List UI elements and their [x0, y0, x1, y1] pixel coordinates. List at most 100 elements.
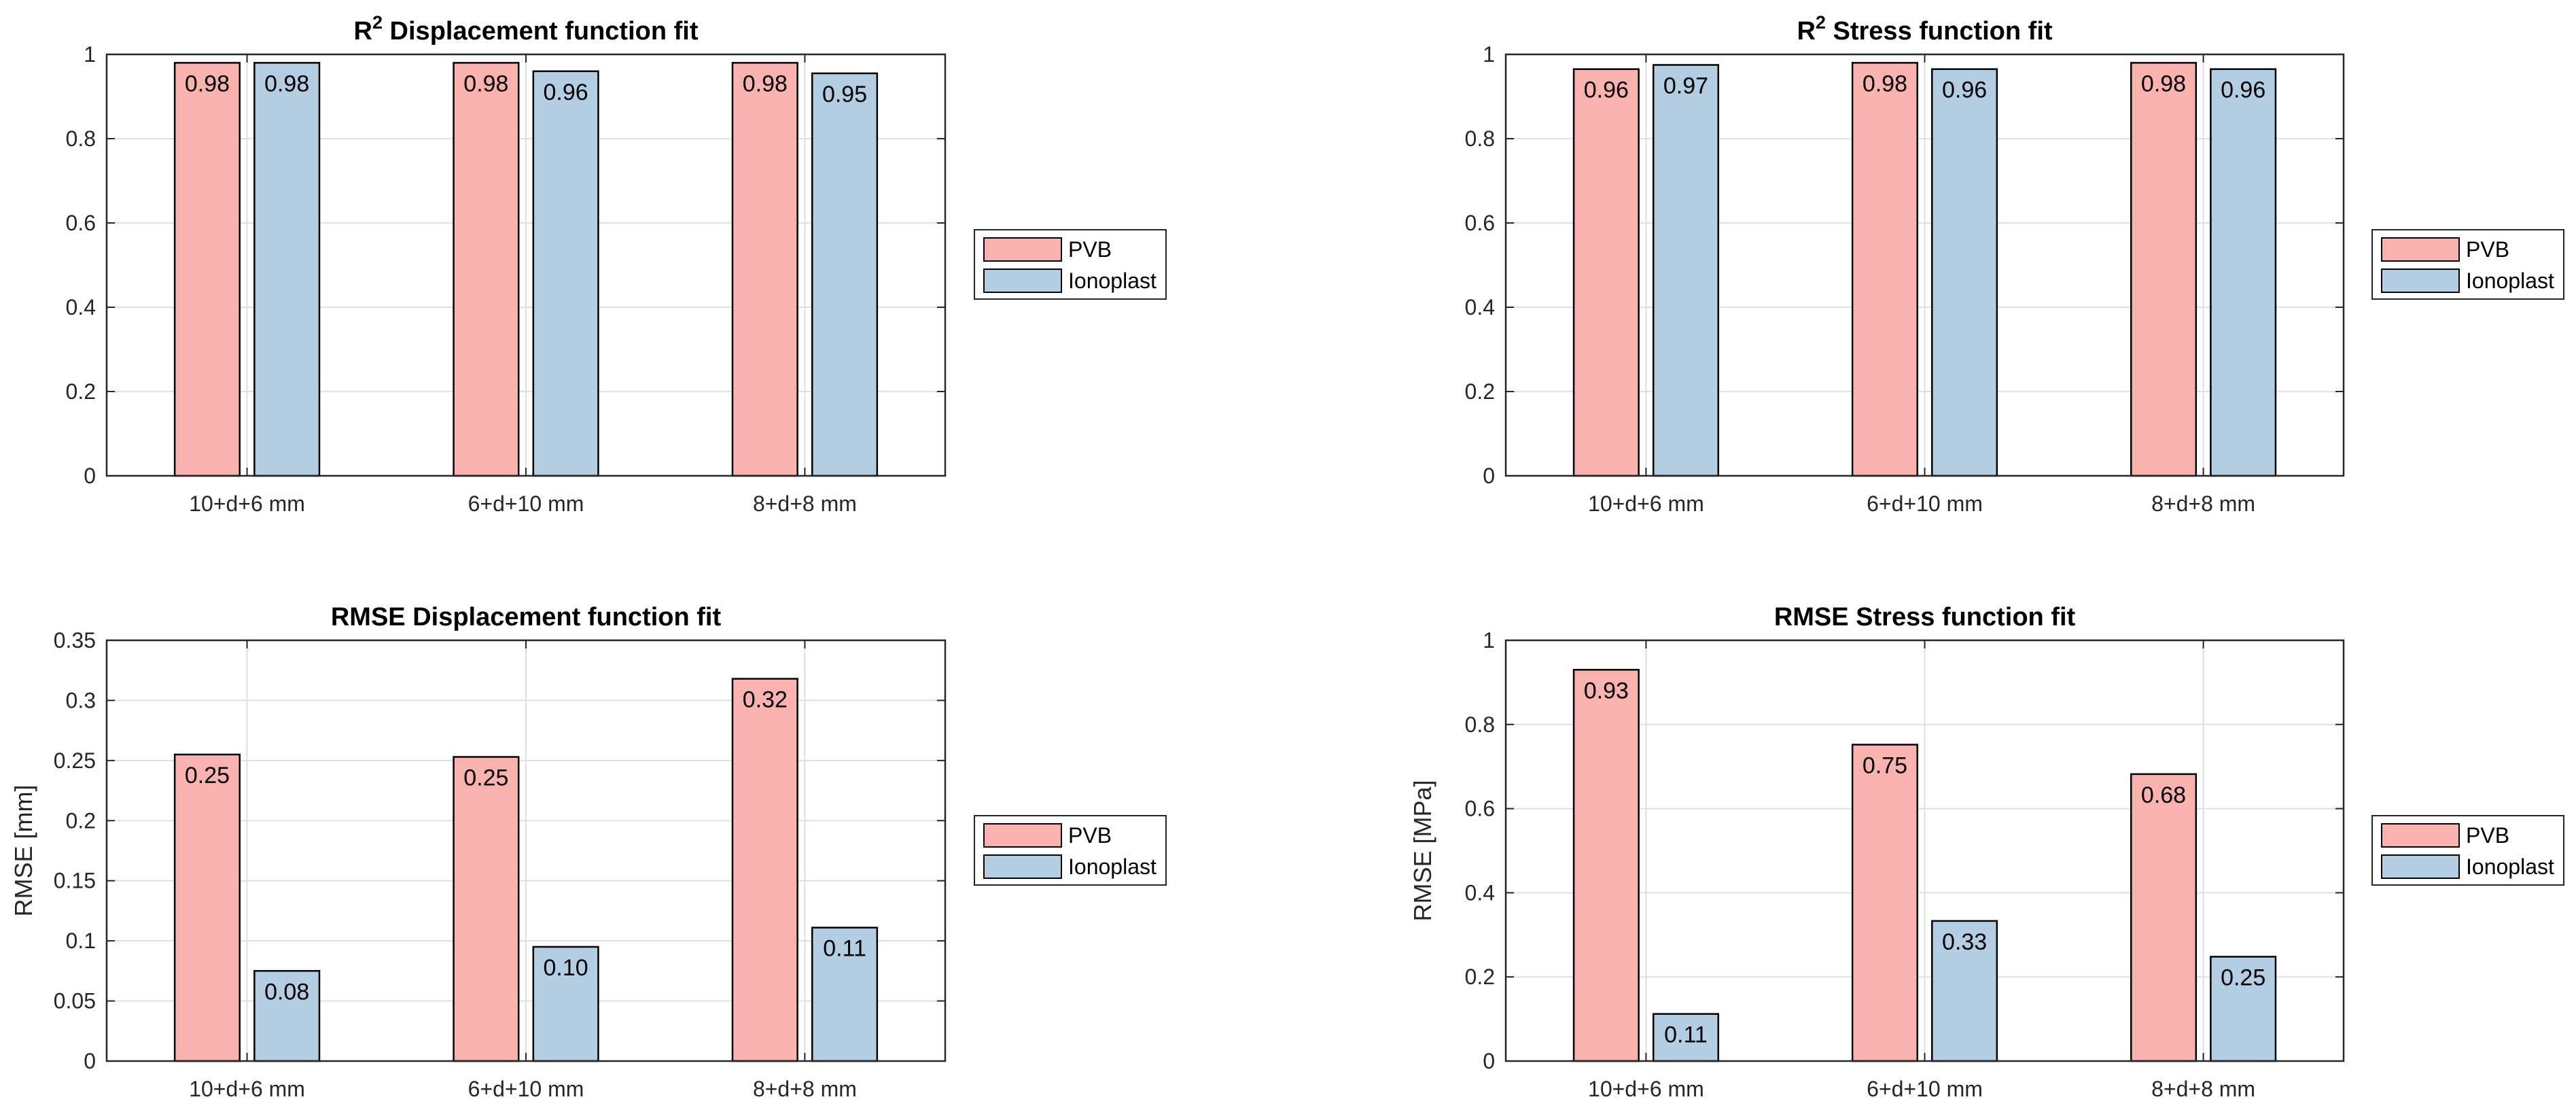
bar-data-label: 0.96 [1942, 77, 1987, 103]
bar-data-label: 0.11 [1664, 1022, 1708, 1048]
y-tick-label: 0.2 [66, 808, 96, 833]
bar-pvb-3 [731, 678, 798, 1062]
y-axis-label: RMSE [MPa] [1409, 780, 1436, 921]
bar-data-label: 0.96 [1584, 77, 1629, 103]
legend-swatch-ionoplast [983, 268, 1062, 293]
legend-label-ionoplast: Ionoplast [1068, 854, 1157, 879]
bar-data-label: 0.75 [1863, 753, 1907, 779]
chart-title-main: RMSE Displacement function fit [331, 603, 722, 631]
bar-data-label: 0.98 [743, 71, 788, 97]
chart-title-rest: Stress function fit [1826, 17, 2053, 46]
chart-title-main: R [354, 17, 372, 46]
chart-title: R2 Stress function fit [1797, 12, 2052, 46]
bar-pvb-2 [1851, 744, 1918, 1062]
bar-data-label: 0.97 [1663, 73, 1708, 99]
chart-title-rest: Displacement function fit [383, 17, 699, 46]
y-tick-label: 0 [84, 1049, 96, 1073]
y-tick-label: 0.15 [54, 869, 96, 893]
bar-data-label: 0.33 [1942, 929, 1987, 955]
chart-title-superscript: 2 [1816, 12, 1826, 33]
axes-frame [105, 639, 947, 1062]
x-tick-label: 8+d+8 mm [753, 1077, 857, 1101]
bar-data-label: 0.96 [544, 80, 588, 105]
bar-ionoplast-2 [532, 70, 599, 477]
bar-pvb-2 [1851, 62, 1918, 477]
bar-ionoplast-3 [811, 72, 879, 477]
legend-label-pvb: PVB [1068, 823, 1112, 848]
legend-label-pvb: PVB [2466, 237, 2509, 262]
chart-panel-4: 0 0.2 0.4 0.6 0.8 1 10+d+6 mm 6+d+10 mm 8+d+8 mm… [1409, 603, 2564, 1101]
y-tick-label: 0.6 [1465, 797, 1495, 821]
y-tick-label: 0.1 [66, 929, 96, 953]
bar-pvb-1 [1572, 669, 1640, 1062]
y-tick-label: 0 [84, 464, 96, 488]
bar-data-label: 0.95 [822, 82, 867, 107]
chart-title-main: RMSE Stress function fit [1774, 603, 2076, 631]
x-tick-label: 6+d+10 mm [1867, 491, 1983, 516]
y-tick-label: 0.2 [1465, 965, 1495, 989]
bar-ionoplast-1 [253, 62, 321, 477]
bar-pvb-2 [453, 756, 520, 1062]
y-tick-label: 0 [1483, 1049, 1495, 1073]
bar-data-label: 0.32 [743, 687, 788, 713]
bar-data-label: 0.96 [2221, 77, 2265, 103]
bar-pvb-1 [173, 62, 241, 477]
y-tick-label: 1 [84, 42, 96, 67]
legend-label-pvb: PVB [2466, 823, 2509, 848]
legend-swatch-pvb [2381, 237, 2460, 262]
bar-pvb-3 [2130, 62, 2198, 477]
y-tick-label: 0.8 [66, 126, 96, 151]
legend: PVB Ionoplast [2371, 229, 2564, 300]
y-tick-label: 1 [1483, 628, 1495, 653]
x-tick-label: 6+d+10 mm [468, 1077, 584, 1101]
bar-data-label: 0.98 [1863, 71, 1907, 97]
bar-data-label: 0.25 [185, 763, 230, 788]
bar-data-label: 0.10 [544, 955, 588, 981]
x-tick-label: 6+d+10 mm [1867, 1077, 1983, 1101]
legend: PVB Ionoplast [974, 815, 1167, 886]
bar-data-label: 0.98 [2141, 71, 2186, 97]
legend-swatch-ionoplast [983, 854, 1062, 879]
y-tick-label: 1 [1483, 42, 1495, 67]
chart-title-superscript: 2 [372, 12, 383, 33]
y-axis-label: RMSE [mm] [10, 785, 37, 917]
chart-panel-2: 0 0.2 0.4 0.6 0.8 1 10+d+6 mm 6+d+10 mm 8+d+8 mm… [1465, 12, 2564, 516]
bar-data-label: 0.98 [463, 71, 508, 97]
chart-title: RMSE Stress function fit [1774, 603, 2076, 631]
y-tick-label: 0.4 [66, 295, 96, 319]
bar-ionoplast-2 [532, 946, 599, 1062]
y-tick-label: 0.2 [66, 379, 96, 404]
x-tick-label: 8+d+8 mm [753, 491, 857, 516]
x-tick-label: 10+d+6 mm [189, 491, 305, 516]
x-tick-label: 10+d+6 mm [1588, 1077, 1704, 1101]
bar-pvb-1 [173, 753, 241, 1062]
y-tick-label: 0.25 [54, 748, 96, 773]
legend-swatch-ionoplast [2381, 854, 2460, 879]
x-tick-label: 8+d+8 mm [2151, 491, 2255, 516]
chart-title-main: R [1797, 17, 1815, 46]
bar-data-label: 0.93 [1584, 678, 1629, 704]
bar-data-label: 0.11 [823, 936, 866, 962]
bar-data-label: 0.25 [2221, 965, 2265, 990]
bar-pvb-1 [1572, 68, 1640, 477]
y-tick-label: 0.05 [54, 989, 96, 1013]
y-tick-label: 0 [1483, 464, 1495, 488]
axes-frame [1504, 53, 2345, 477]
y-tick-label: 0.4 [1465, 880, 1495, 905]
x-tick-label: 10+d+6 mm [1588, 491, 1704, 516]
axes-frame [105, 53, 947, 477]
bar-ionoplast-1 [1652, 64, 1720, 477]
bar-ionoplast-3 [2210, 68, 2277, 477]
legend-label-pvb: PVB [1068, 237, 1112, 262]
y-tick-label: 0.8 [1465, 126, 1495, 151]
y-tick-label: 0.4 [1465, 295, 1495, 319]
x-tick-label: 6+d+10 mm [468, 491, 584, 516]
legend-swatch-pvb [2381, 823, 2460, 848]
bar-data-label: 0.68 [2141, 782, 2186, 808]
y-tick-label: 0.3 [66, 688, 96, 712]
bar-data-label: 0.08 [264, 979, 309, 1005]
legend-label-ionoplast: Ionoplast [2466, 268, 2554, 293]
bar-ionoplast-2 [1931, 68, 1998, 477]
bar-ionoplast-1 [253, 970, 321, 1062]
